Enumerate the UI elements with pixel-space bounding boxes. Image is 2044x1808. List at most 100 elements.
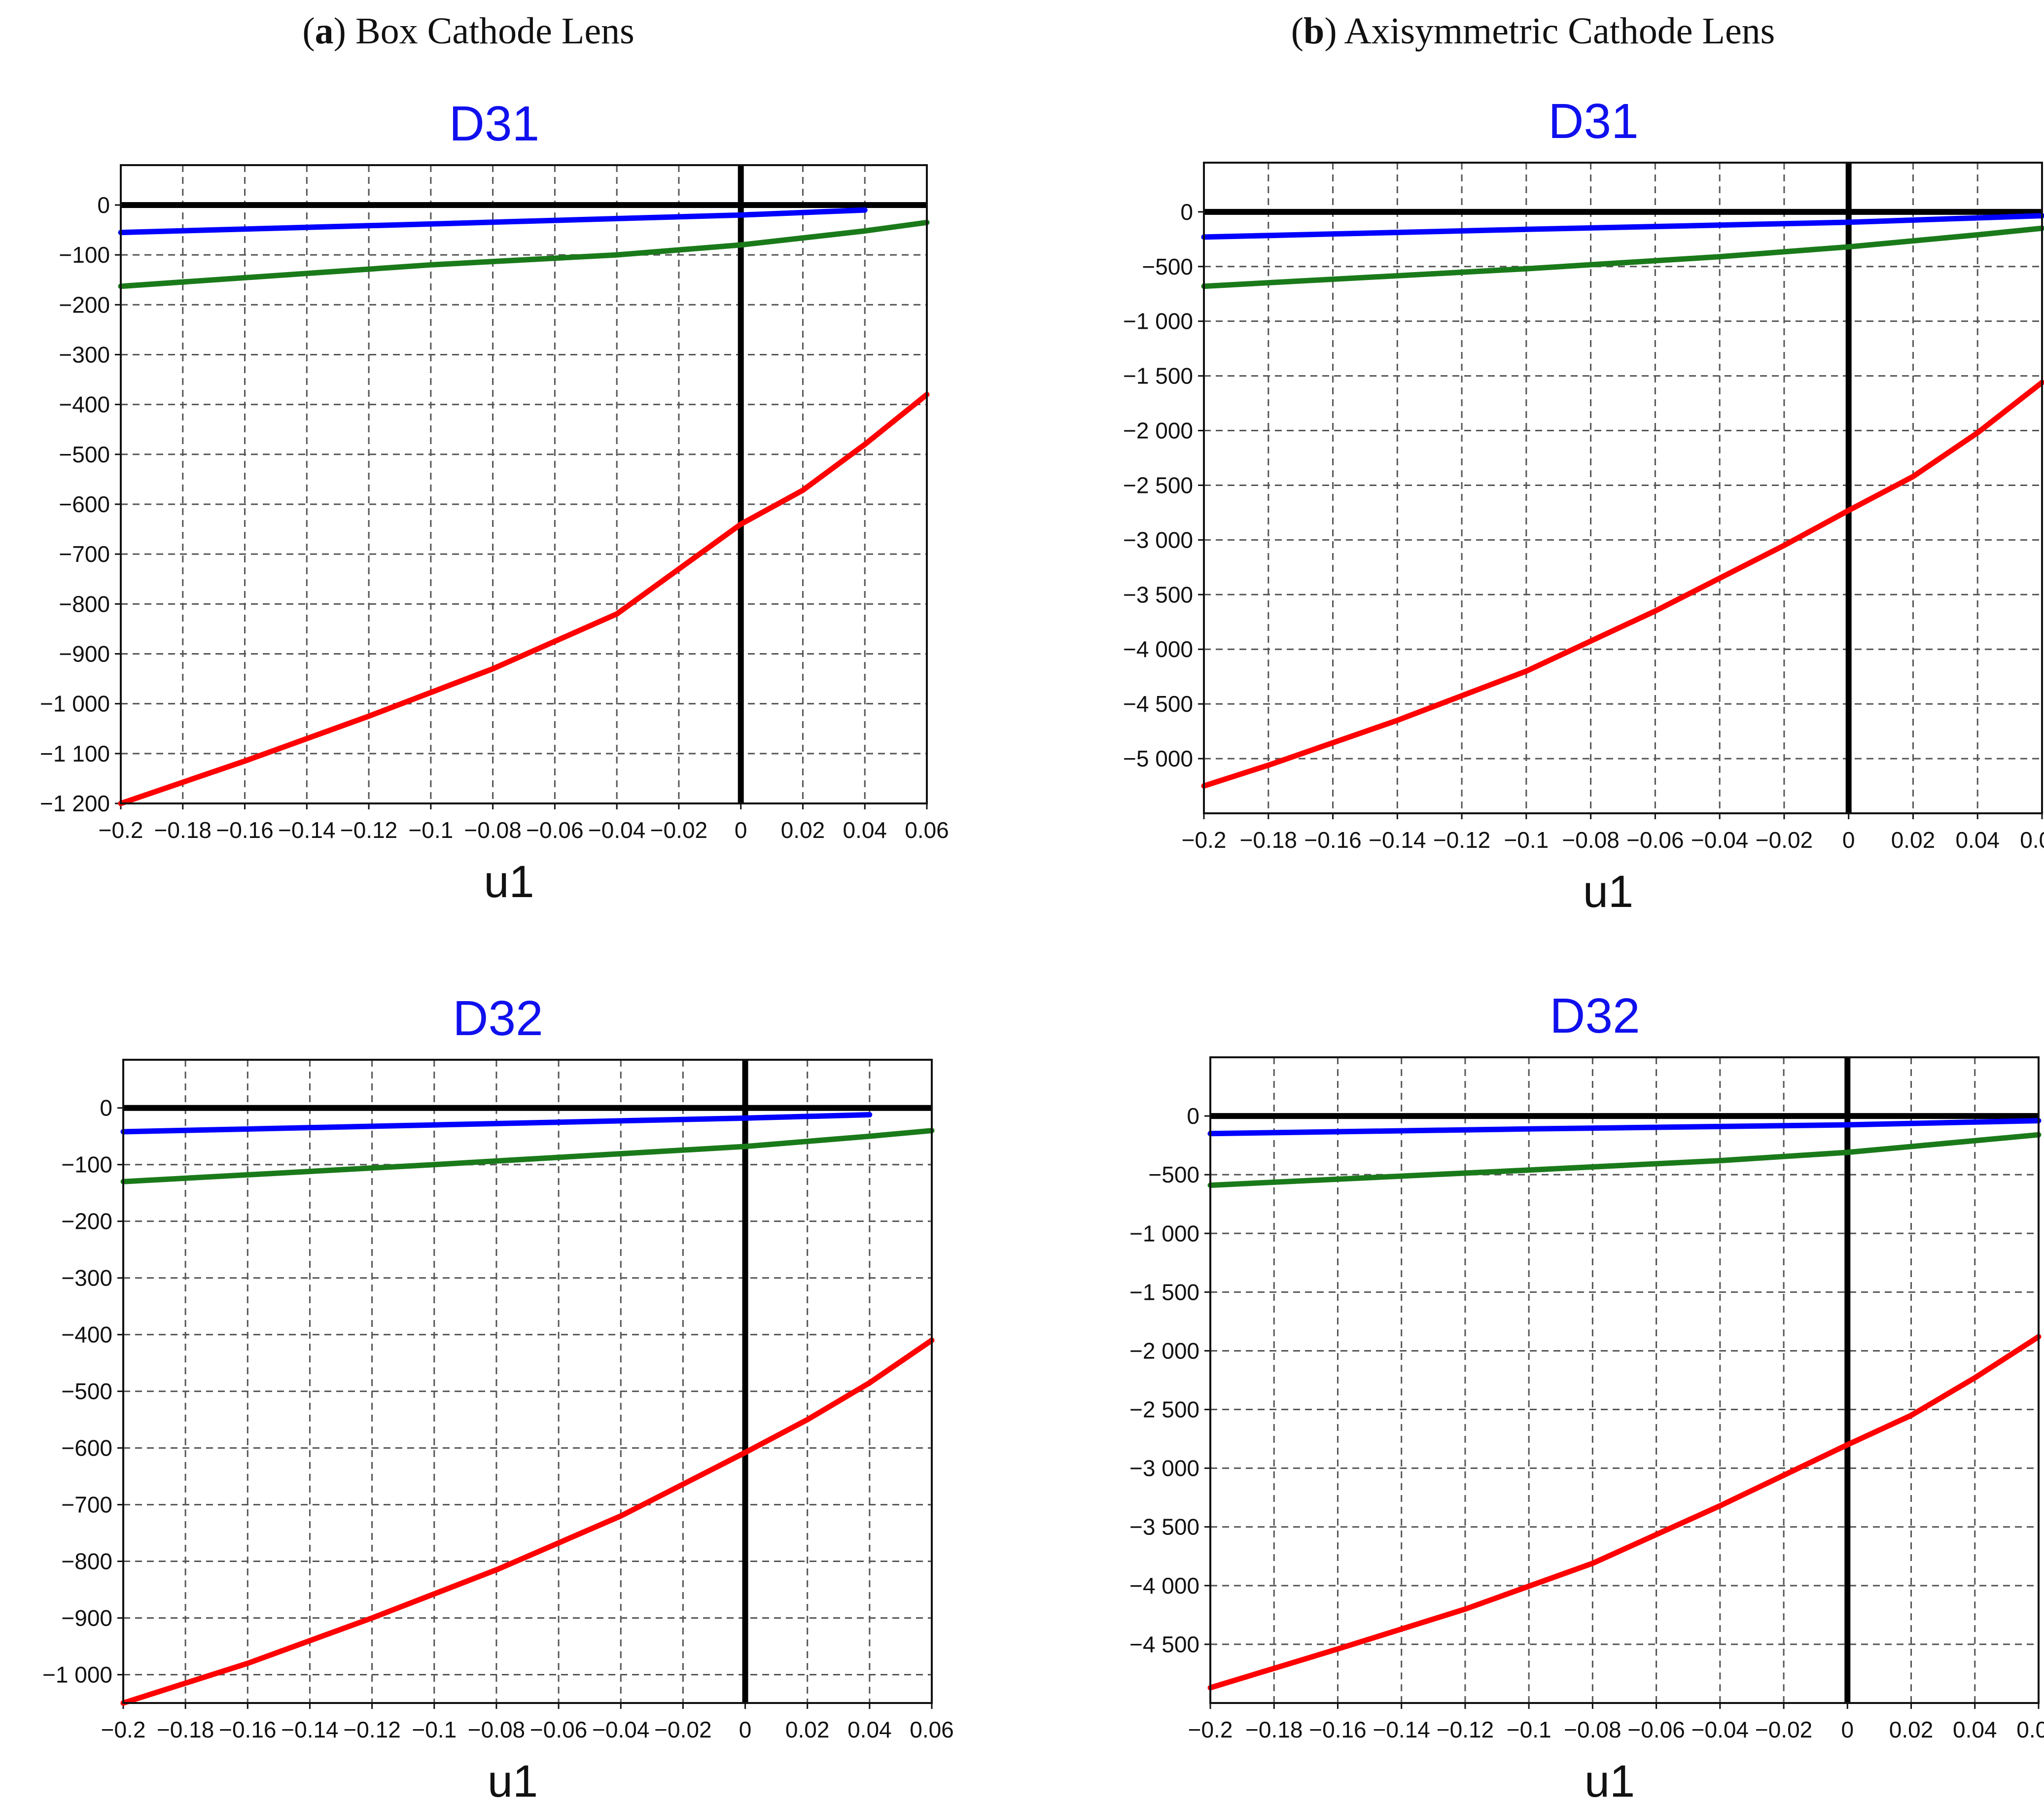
x-tick-label: −0.04 xyxy=(1692,1717,1749,1742)
x-tick-label: −0.08 xyxy=(468,1717,525,1742)
x-tick-label: 0.04 xyxy=(843,817,887,843)
y-tick-label: −200 xyxy=(61,1209,112,1234)
y-tick-label: 0 xyxy=(97,192,110,218)
x-tick-label: −0.04 xyxy=(592,1717,649,1742)
chart-axisymmetric-d32: D32−0.2 −0.18 −0.16 −0.14 −0.12 −0.1 −0.08 −0.0… xyxy=(1129,988,2044,1807)
plot-area xyxy=(123,1060,932,1703)
y-tick-label: −500 xyxy=(61,1379,112,1404)
x-axis-label: u1 xyxy=(1585,1756,1635,1807)
x-axis-label: u1 xyxy=(484,857,534,907)
y-tick-label: 0 xyxy=(100,1095,112,1121)
y-tick-label: −500 xyxy=(59,442,110,467)
column-title-b: (b) Axisymmetric Cathode Lens xyxy=(1291,10,1775,52)
x-tick-label: −0.2 xyxy=(99,817,143,843)
chart-box-d32: D32−0.2 −0.18 −0.16 −0.14 −0.12 −0.1 −0.08 −0.0… xyxy=(42,991,954,1807)
x-tick-label: −0.18 xyxy=(1240,827,1297,853)
y-tick-label: −3 000 xyxy=(1123,527,1193,553)
x-tick-label: −0.16 xyxy=(1304,827,1361,853)
x-tick-label: −0.06 xyxy=(1626,827,1684,853)
x-tick-label: −0.2 xyxy=(1188,1717,1233,1742)
x-tick-label: −0.08 xyxy=(464,817,521,843)
x-tick-label: −0.1 xyxy=(408,817,453,843)
x-tick-label: 0.06 xyxy=(2020,827,2044,853)
y-tick-label: −4 500 xyxy=(1123,691,1193,717)
y-tick-label: −2 500 xyxy=(1129,1397,1199,1423)
y-tick-label: −400 xyxy=(61,1322,112,1348)
y-tick-label: −1 000 xyxy=(40,691,110,717)
series-line-0 xyxy=(118,207,868,236)
x-tick-label: −0.08 xyxy=(1562,827,1619,853)
x-tick-label: 0.04 xyxy=(1953,1717,1997,1742)
chart-box-d31: D31−0.2 −0.18 −0.16 −0.14 −0.12 −0.1 −0.08 −0.0… xyxy=(40,96,949,907)
y-tick-label: −2 500 xyxy=(1123,472,1193,498)
y-tick-label: −100 xyxy=(61,1152,112,1178)
x-tick-label: −0.1 xyxy=(412,1717,457,1742)
x-tick-label: 0.02 xyxy=(1889,1717,1934,1742)
y-tick-label: −1 100 xyxy=(40,741,110,766)
y-tick-label: −3 000 xyxy=(1129,1456,1199,1481)
y-tick-label: 0 xyxy=(1180,199,1193,225)
plot-border xyxy=(1203,162,2043,814)
x-tick-label: −0.12 xyxy=(343,1717,400,1742)
y-tick-label: −100 xyxy=(59,242,110,268)
column-title-a: (a) Box Cathode Lens xyxy=(302,10,634,52)
y-tick-label: −900 xyxy=(61,1605,112,1631)
x-tick-label: 0.06 xyxy=(905,817,949,843)
y-tick-label: −4 000 xyxy=(1129,1573,1199,1599)
x-tick-label: −0.08 xyxy=(1564,1717,1621,1742)
x-tick-label: −0.14 xyxy=(281,1717,338,1742)
x-tick-label: −0.02 xyxy=(654,1717,711,1742)
x-tick-label: −0.04 xyxy=(1691,827,1748,853)
chart-title: D31 xyxy=(449,96,539,151)
series-line-0 xyxy=(1201,213,2044,240)
x-tick-label: 0.04 xyxy=(847,1717,892,1742)
x-tick-label: −0.18 xyxy=(1245,1717,1303,1742)
series-line-1 xyxy=(120,1128,935,1184)
x-tick-label: −0.12 xyxy=(1437,1717,1494,1742)
y-tick-label: 0 xyxy=(1187,1103,1199,1129)
series-line-2 xyxy=(1207,1334,2042,1691)
series-line-0 xyxy=(1207,1118,2042,1137)
chart-axisymmetric-d31: D31 −0.2 −0.18 −0.16 −0.14 −0.12 −0.1 −0.08 −0.0… xyxy=(1123,94,2044,917)
y-tick-label: −700 xyxy=(61,1492,112,1518)
y-tick-label: −1 000 xyxy=(1123,309,1193,334)
x-tick-label: −0.2 xyxy=(1182,827,1227,853)
x-tick-label: −0.14 xyxy=(278,817,335,843)
series-line-2 xyxy=(120,1337,935,1706)
chart-title: D31 xyxy=(1548,94,1638,149)
plot-area xyxy=(1204,163,2042,813)
y-tick-label: −1 500 xyxy=(1129,1279,1199,1305)
y-tick-label: −800 xyxy=(59,591,110,617)
y-tick-label: −4 500 xyxy=(1129,1632,1199,1657)
y-tick-label: −300 xyxy=(61,1265,112,1291)
x-tick-label: −0.02 xyxy=(1755,1717,1812,1742)
x-tick-label: 0.06 xyxy=(910,1717,954,1742)
x-tick-label: −0.06 xyxy=(1627,1717,1685,1742)
series-line-2 xyxy=(1201,380,2044,789)
y-tick-label: −3 500 xyxy=(1129,1514,1199,1540)
y-tick-label: −1 000 xyxy=(1129,1220,1199,1246)
y-tick-label: −4 000 xyxy=(1123,636,1193,662)
series-line-1 xyxy=(118,219,930,289)
x-tick-label: −0.1 xyxy=(1504,827,1549,853)
x-tick-label: −0.18 xyxy=(154,817,211,843)
x-tick-label: 0.02 xyxy=(781,817,825,843)
x-tick-label: −0.04 xyxy=(588,817,645,843)
y-tick-label: −2 000 xyxy=(1123,418,1193,444)
x-axis-label: u1 xyxy=(1583,867,1633,917)
x-tick-label: −0.1 xyxy=(1507,1717,1551,1742)
plot-border xyxy=(120,164,928,804)
y-tick-label: −600 xyxy=(59,491,110,517)
column-title-a-text: Box Cathode Lens xyxy=(355,10,634,52)
chart-title: D32 xyxy=(1550,988,1640,1043)
x-tick-label: 0 xyxy=(1841,1717,1854,1742)
x-tick-label: 0 xyxy=(739,1717,752,1742)
x-tick-label: 0.06 xyxy=(2016,1717,2044,1742)
y-tick-label: −2 000 xyxy=(1129,1338,1199,1363)
y-tick-label: −300 xyxy=(59,342,110,367)
x-tick-label: −0.18 xyxy=(157,1717,214,1742)
x-tick-label: 0.02 xyxy=(785,1717,830,1742)
series-line-0 xyxy=(120,1112,873,1135)
y-tick-label: −800 xyxy=(61,1549,112,1574)
x-tick-label: 0 xyxy=(1842,827,1855,853)
